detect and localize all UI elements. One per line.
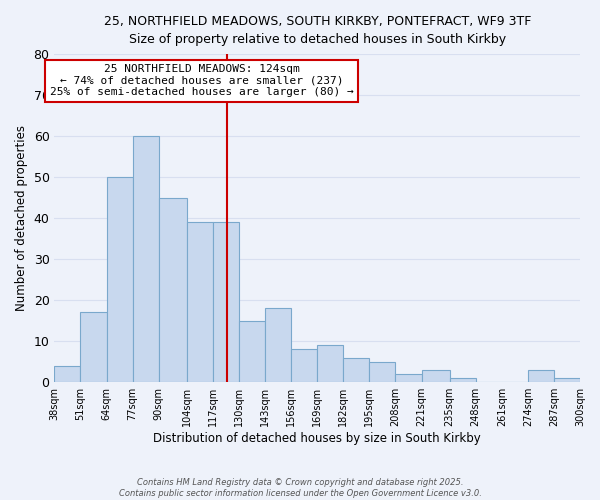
Bar — [554, 378, 580, 382]
Bar — [107, 177, 133, 382]
Bar — [343, 358, 370, 382]
Y-axis label: Number of detached properties: Number of detached properties — [15, 125, 28, 311]
Text: 25 NORTHFIELD MEADOWS: 124sqm
← 74% of detached houses are smaller (237)
25% of : 25 NORTHFIELD MEADOWS: 124sqm ← 74% of d… — [50, 64, 353, 97]
Bar — [317, 346, 343, 382]
Bar — [55, 366, 80, 382]
Bar — [422, 370, 449, 382]
Bar — [449, 378, 476, 382]
Bar — [528, 370, 554, 382]
Bar — [133, 136, 159, 382]
Bar — [213, 222, 239, 382]
Bar — [239, 320, 265, 382]
Bar — [370, 362, 395, 382]
Bar — [159, 198, 187, 382]
Bar — [80, 312, 107, 382]
Bar — [265, 308, 291, 382]
Title: 25, NORTHFIELD MEADOWS, SOUTH KIRKBY, PONTEFRACT, WF9 3TF
Size of property relat: 25, NORTHFIELD MEADOWS, SOUTH KIRKBY, PO… — [104, 15, 531, 46]
Bar — [291, 350, 317, 382]
Bar — [187, 222, 213, 382]
X-axis label: Distribution of detached houses by size in South Kirkby: Distribution of detached houses by size … — [154, 432, 481, 445]
Text: Contains HM Land Registry data © Crown copyright and database right 2025.
Contai: Contains HM Land Registry data © Crown c… — [119, 478, 481, 498]
Bar — [395, 374, 422, 382]
